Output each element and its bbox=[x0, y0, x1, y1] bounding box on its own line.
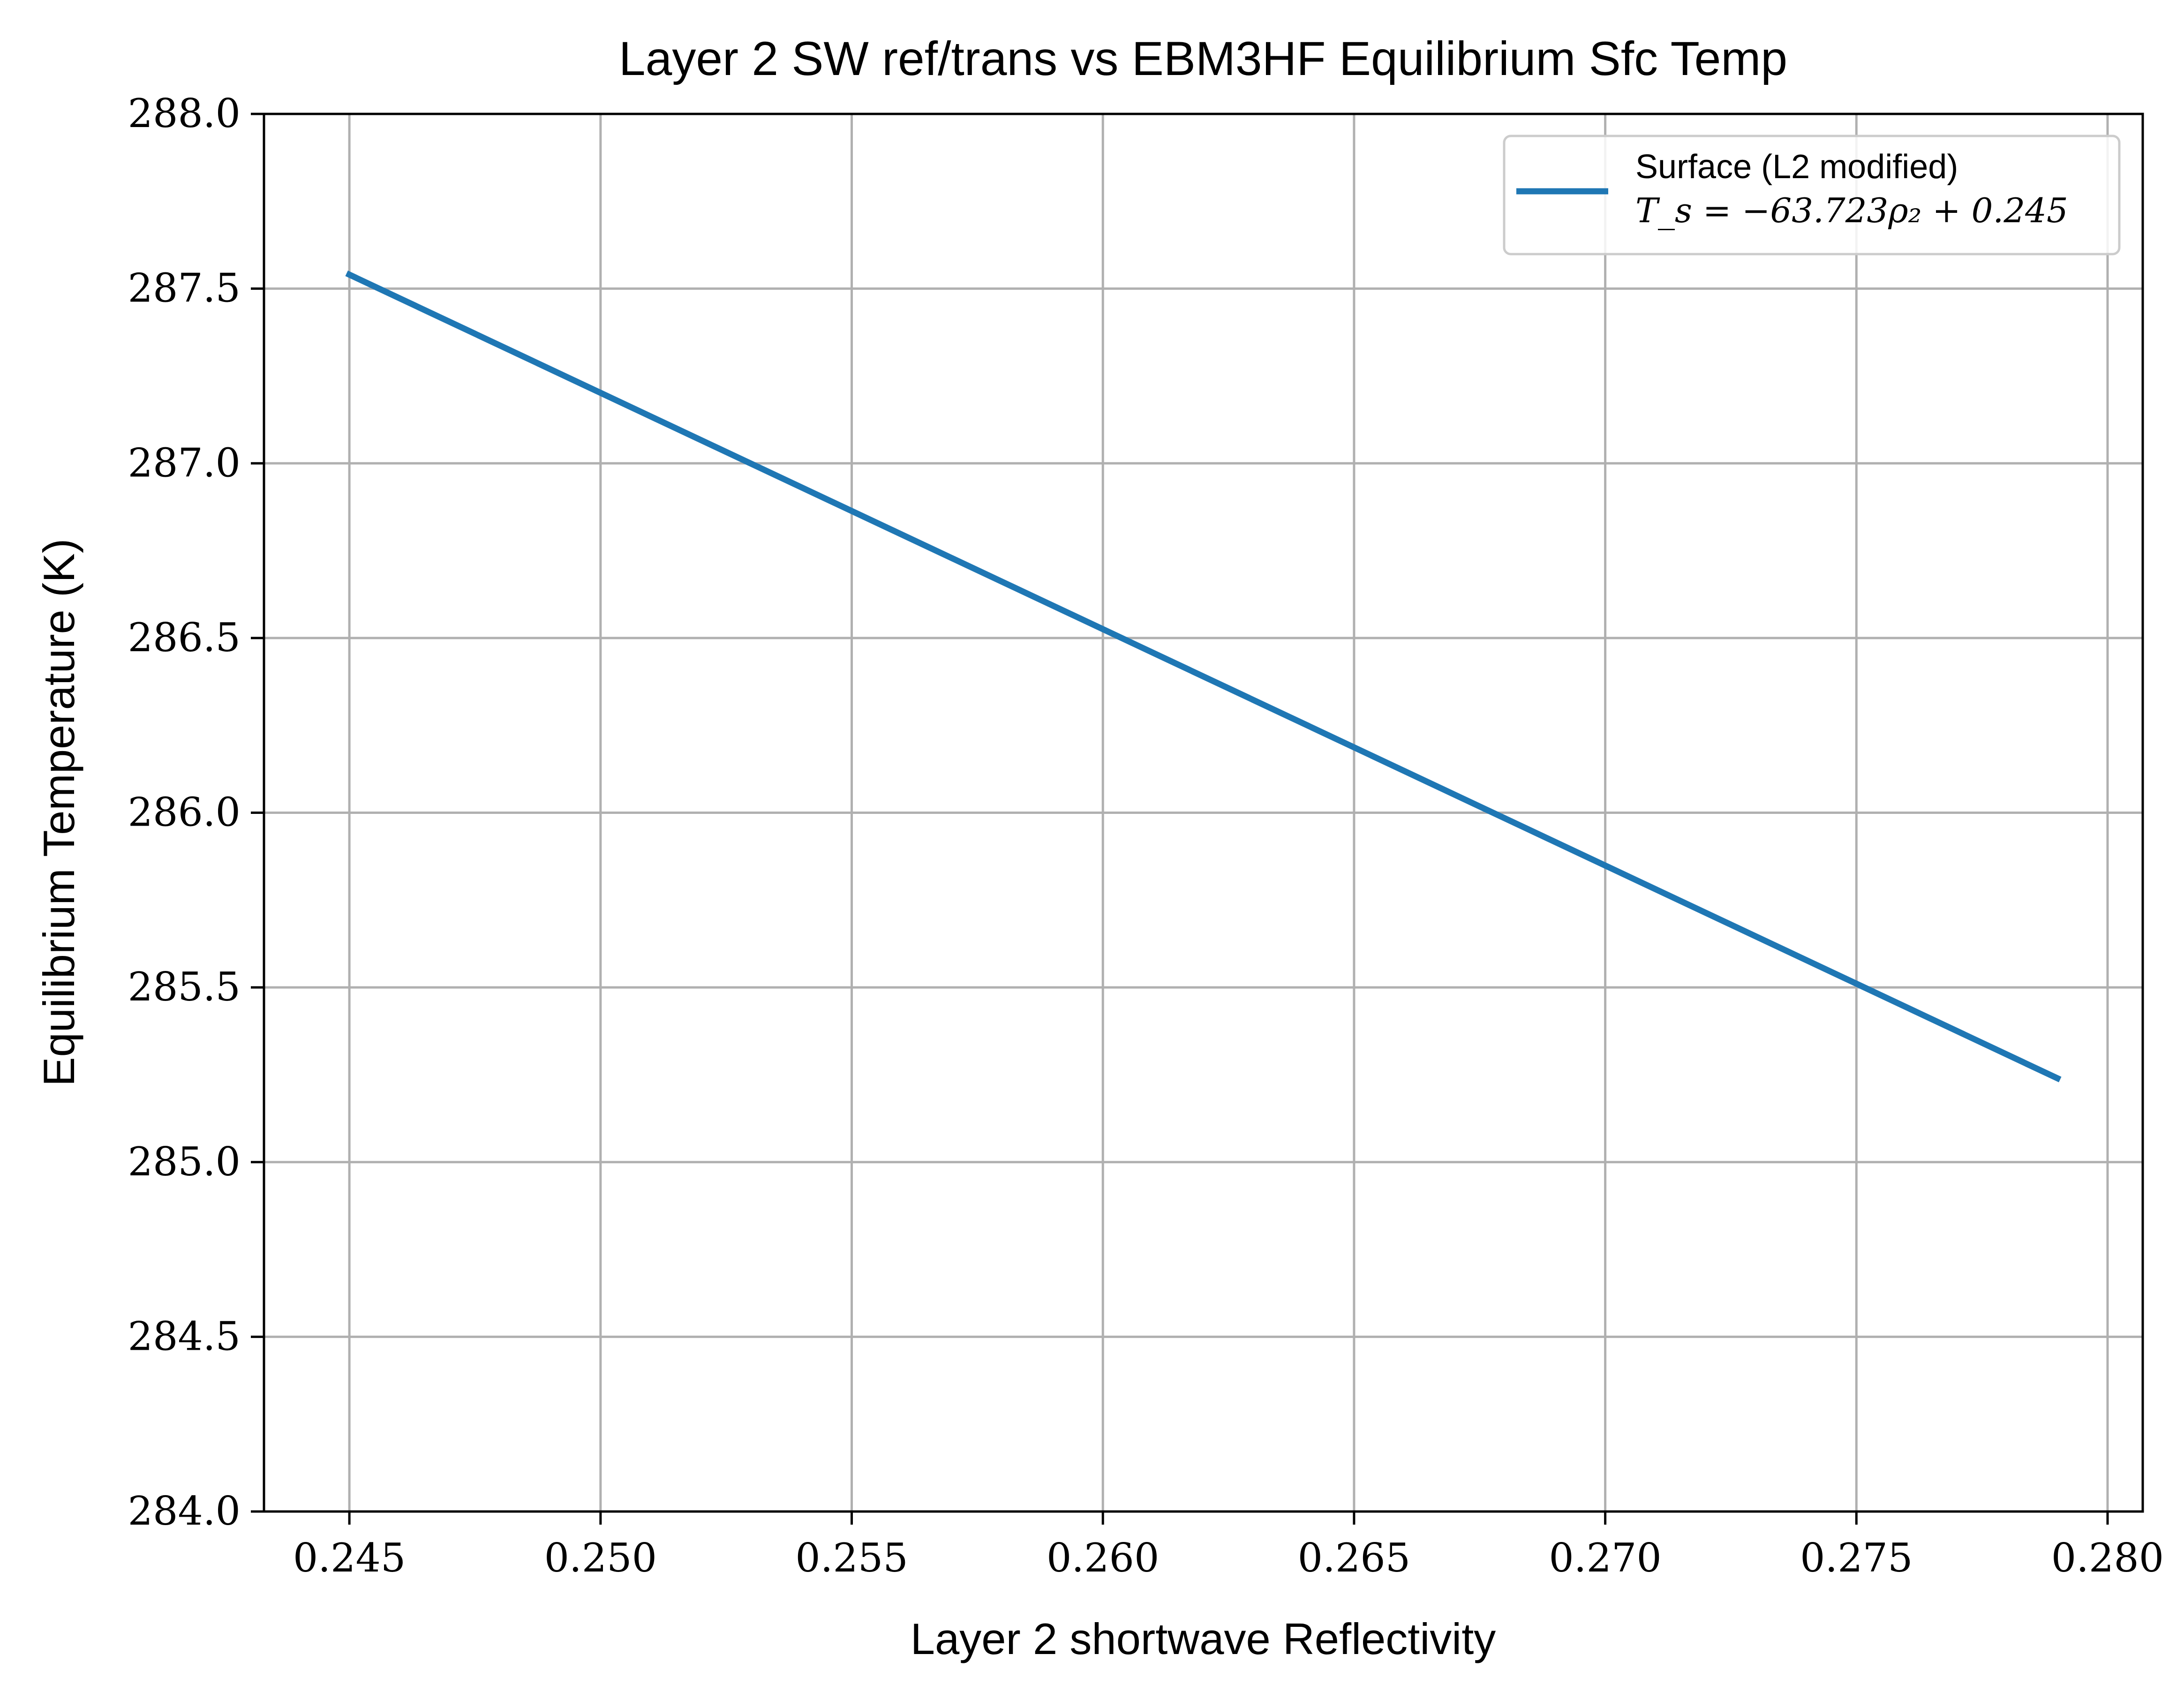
series-line bbox=[345, 271, 2062, 1083]
y-axis-label: Equilibrium Temperature (K) bbox=[34, 539, 83, 1086]
y-tick-label: 284.0 bbox=[128, 1488, 241, 1534]
x-axis: 0.245 0.250 0.255 0.260 0.265 0.270 0.275 0.280 bbox=[293, 1512, 2164, 1581]
x-tick-label: 0.265 bbox=[1298, 1535, 1410, 1581]
chart-title: Layer 2 SW ref/trans vs EBM3HF Equilibri… bbox=[619, 32, 1787, 85]
y-tick-label: 288.0 bbox=[128, 90, 241, 136]
x-tick-label: 0.245 bbox=[293, 1535, 406, 1581]
x-tick-label: 0.280 bbox=[2051, 1535, 2164, 1581]
y-axis: 284.0 284.5 285.0 285.5 286.0 286.5 287.0 287.5… bbox=[128, 90, 264, 1534]
series-layer bbox=[345, 271, 2062, 1083]
y-tick-label: 287.5 bbox=[128, 265, 241, 311]
y-tick-label: 285.0 bbox=[128, 1139, 241, 1185]
legend: Surface (L2 modified) T_s = −63.723ρ₂ + … bbox=[1503, 135, 2121, 256]
legend-series-name: Surface (L2 modified) bbox=[1635, 148, 1958, 186]
legend-equation: T_s = −63.723ρ₂ + 0.245 bbox=[1635, 191, 2068, 230]
y-tick-label: 285.5 bbox=[128, 964, 241, 1010]
x-tick-label: 0.255 bbox=[795, 1535, 908, 1581]
x-tick-label: 0.275 bbox=[1800, 1535, 1913, 1581]
y-tick-label: 286.0 bbox=[128, 790, 241, 835]
x-tick-label: 0.250 bbox=[544, 1535, 657, 1581]
y-tick-label: 286.5 bbox=[128, 615, 241, 661]
legend-box bbox=[1503, 135, 2121, 256]
x-tick-label: 0.270 bbox=[1549, 1535, 1661, 1581]
y-tick-label: 284.5 bbox=[128, 1313, 241, 1359]
x-axis-label: Layer 2 shortwave Reflectivity bbox=[911, 1614, 1496, 1663]
y-tick-label: 287.0 bbox=[128, 440, 241, 486]
x-tick-label: 0.260 bbox=[1047, 1535, 1159, 1581]
